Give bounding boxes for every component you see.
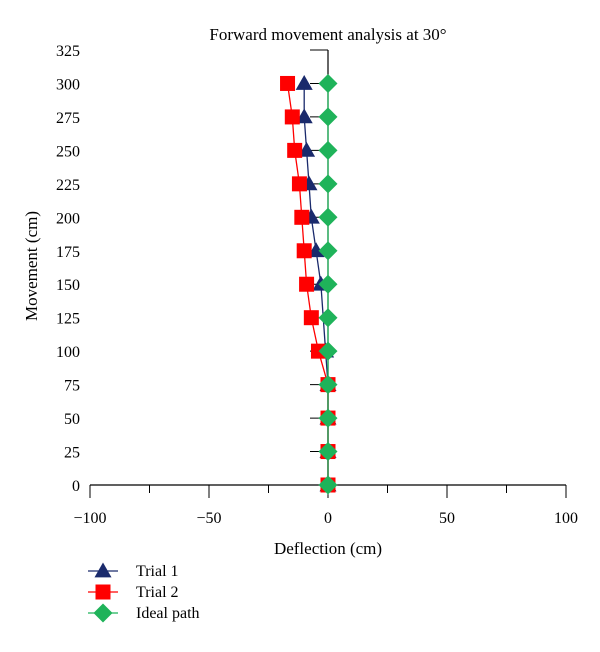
data-point xyxy=(291,176,307,192)
chart-title: Forward movement analysis at 30° xyxy=(209,25,446,44)
legend-marker xyxy=(95,584,111,600)
legend-label: Ideal path xyxy=(136,605,200,622)
y-tick-label: 225 xyxy=(56,177,80,194)
axes: −100 −50 0 50 100 0 25 50 75 100 125 150 175 200 225 25… xyxy=(56,43,578,527)
legend-item-trial-1: Trial 1 xyxy=(88,562,179,580)
y-tick-label: 0 xyxy=(72,478,80,495)
data-point xyxy=(318,241,338,261)
data-point xyxy=(318,73,338,93)
y-tick-label: 75 xyxy=(64,378,80,395)
data-point xyxy=(318,174,338,194)
y-tick-label: 25 xyxy=(64,445,80,462)
data-point xyxy=(318,341,338,361)
y-tick-label: 50 xyxy=(64,411,80,428)
legend-marker xyxy=(93,603,113,623)
data-point xyxy=(307,242,325,258)
legend-item-ideal-path: Ideal path xyxy=(88,603,200,623)
legend-item-trial-2: Trial 2 xyxy=(88,584,179,601)
data-point xyxy=(280,75,296,91)
x-tick-label: 50 xyxy=(439,510,455,527)
data-point xyxy=(296,243,312,259)
legend-label: Trial 1 xyxy=(136,563,179,580)
y-tick-label: 150 xyxy=(56,277,80,294)
data-point xyxy=(299,276,315,292)
data-point xyxy=(318,140,338,160)
legend-label: Trial 2 xyxy=(136,584,179,601)
y-tick-label: 175 xyxy=(56,244,80,261)
y-tick-label: 275 xyxy=(56,110,80,127)
data-point xyxy=(298,141,316,157)
y-tick-label: 300 xyxy=(56,76,80,93)
series-layer xyxy=(280,73,338,495)
y-axis-label: Movement (cm) xyxy=(22,211,41,321)
data-point xyxy=(318,308,338,328)
legend: Trial 1 Trial 2 Ideal path xyxy=(88,562,200,623)
data-point xyxy=(318,408,338,428)
data-point xyxy=(284,109,300,125)
y-tick-label: 325 xyxy=(56,43,80,60)
data-point xyxy=(318,442,338,462)
data-point xyxy=(318,475,338,495)
data-point xyxy=(295,74,313,90)
y-tick-label: 250 xyxy=(56,143,80,160)
legend-marker xyxy=(94,562,112,578)
data-point xyxy=(318,107,338,127)
data-point xyxy=(310,343,326,359)
y-tick-label: 200 xyxy=(56,210,80,227)
data-point xyxy=(294,209,310,225)
x-axis-label: Deflection (cm) xyxy=(274,539,382,558)
data-point xyxy=(318,375,338,395)
x-tick-label: 100 xyxy=(554,510,578,527)
series-ideal-path xyxy=(318,73,338,495)
data-point xyxy=(303,310,319,326)
data-point xyxy=(318,207,338,227)
y-tick-label: 100 xyxy=(56,344,80,361)
data-point xyxy=(287,142,303,158)
x-tick-label: −50 xyxy=(196,510,221,527)
y-tick-label: 125 xyxy=(56,311,80,328)
data-point xyxy=(318,274,338,294)
x-tick-label: −100 xyxy=(73,510,106,527)
x-tick-label: 0 xyxy=(324,510,332,527)
data-point xyxy=(295,108,313,124)
